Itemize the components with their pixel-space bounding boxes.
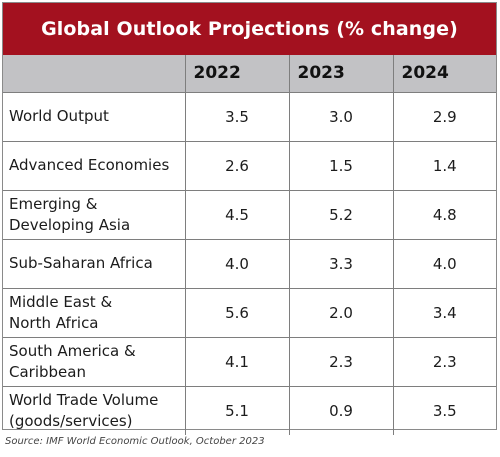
- value-cell-2023: 2.0: [288, 288, 393, 338]
- row-label-line: North Africa: [9, 313, 99, 332]
- header-cell-2022: 2022: [184, 55, 289, 93]
- header-cell-2023: 2023: [288, 55, 393, 93]
- value-cell-2023: 2.3: [288, 337, 393, 387]
- row-label: Sub-Saharan Africa: [3, 239, 185, 289]
- value-cell-2024: 4.0: [392, 239, 496, 289]
- row-label: Middle East & North Africa: [3, 288, 185, 338]
- row-label: Advanced Economies: [3, 141, 185, 191]
- projections-table-frame: Global Outlook Projections (% change) 20…: [2, 2, 497, 435]
- row-label-line: Middle East &: [9, 292, 113, 311]
- table-row: Emerging & Developing Asia 4.5 5.2 4.8: [3, 190, 496, 240]
- value-cell-2022: 5.6: [184, 288, 289, 338]
- row-label: World Output: [3, 92, 185, 142]
- value-cell-2024: 4.8: [392, 190, 496, 240]
- value-cell-2024: 2.9: [392, 92, 496, 142]
- table-row: Advanced Economies 2.6 1.5 1.4: [3, 141, 496, 191]
- row-label-line: South America &: [9, 341, 136, 360]
- row-label-line: Sub-Saharan Africa: [9, 254, 153, 272]
- projections-table: 2022 2023 2024 World Output 3.5 3.0 2.9 Adva…: [3, 55, 496, 435]
- row-label: South America & Caribbean: [3, 337, 185, 387]
- value-cell-2022: 4.0: [184, 239, 289, 289]
- value-cell-2022: 3.5: [184, 92, 289, 142]
- table-row: Sub-Saharan Africa 4.0 3.3 4.0: [3, 239, 496, 289]
- source-note: Source: IMF World Economic Outlook, Octo…: [5, 436, 265, 447]
- table-row: Middle East & North Africa 5.6 2.0 3.4: [3, 288, 496, 338]
- value-cell-2023: 1.5: [288, 141, 393, 191]
- row-label: Emerging & Developing Asia: [3, 190, 185, 240]
- value-cell-2022: 4.1: [184, 337, 289, 387]
- header-cell-2024: 2024: [392, 55, 496, 93]
- value-cell-2022: 2.6: [184, 141, 289, 191]
- table-row: World Output 3.5 3.0 2.9: [3, 92, 496, 142]
- value-cell-2024: 3.4: [392, 288, 496, 338]
- row-label-line: Advanced Economies: [9, 156, 170, 174]
- table-title: Global Outlook Projections (% change): [3, 3, 496, 55]
- table-row: South America & Caribbean 4.1 2.3 2.3: [3, 337, 496, 387]
- value-cell-2023: 3.3: [288, 239, 393, 289]
- header-cell-region: [3, 55, 185, 93]
- table-body: World Output 3.5 3.0 2.9 Advanced Economies 2…: [3, 92, 496, 435]
- value-cell-2023: 3.0: [288, 92, 393, 142]
- value-cell-2023: 0.9: [288, 386, 393, 435]
- value-cell-2024: 2.3: [392, 337, 496, 387]
- value-cell-2024: 1.4: [392, 141, 496, 191]
- row-label-line: World Trade Volume: [9, 390, 159, 409]
- row-label: World Trade Volume (goods/services): [3, 386, 185, 435]
- table-row: World Trade Volume (goods/services) 5.1 0.9…: [3, 386, 496, 435]
- row-label-line: Emerging &: [9, 194, 98, 213]
- row-label-line: Developing Asia: [9, 215, 131, 234]
- row-label-line: (goods/services): [9, 411, 133, 430]
- row-label-line: World Output: [9, 107, 109, 125]
- row-label-line: Caribbean: [9, 362, 86, 381]
- header-row: 2022 2023 2024: [3, 55, 496, 93]
- value-cell-2024: 3.5: [392, 386, 496, 435]
- value-cell-2022: 4.5: [184, 190, 289, 240]
- value-cell-2022: 5.1: [184, 386, 289, 435]
- value-cell-2023: 5.2: [288, 190, 393, 240]
